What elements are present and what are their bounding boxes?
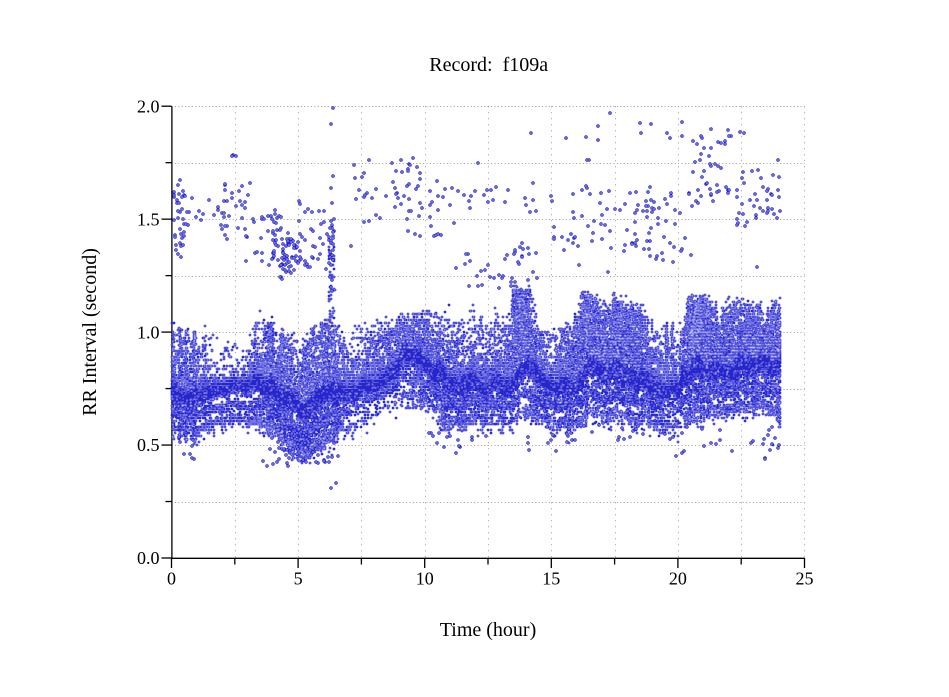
svg-text:0.5: 0.5: [137, 435, 160, 455]
svg-text:10: 10: [416, 569, 434, 589]
svg-text:0.0: 0.0: [137, 548, 160, 568]
svg-text:2.0: 2.0: [137, 96, 160, 116]
svg-text:0: 0: [167, 569, 176, 589]
svg-text:5: 5: [294, 569, 303, 589]
svg-text:20: 20: [669, 569, 687, 589]
svg-text:15: 15: [542, 569, 560, 589]
svg-text:Record: f109a: Record: f109a: [429, 54, 548, 76]
svg-text:1.5: 1.5: [137, 209, 160, 229]
svg-text:Time (hour): Time (hour): [440, 619, 536, 641]
svg-text:1.0: 1.0: [137, 322, 160, 342]
svg-text:25: 25: [796, 569, 814, 589]
svg-text:RR Interval (second): RR Interval (second): [79, 248, 101, 416]
